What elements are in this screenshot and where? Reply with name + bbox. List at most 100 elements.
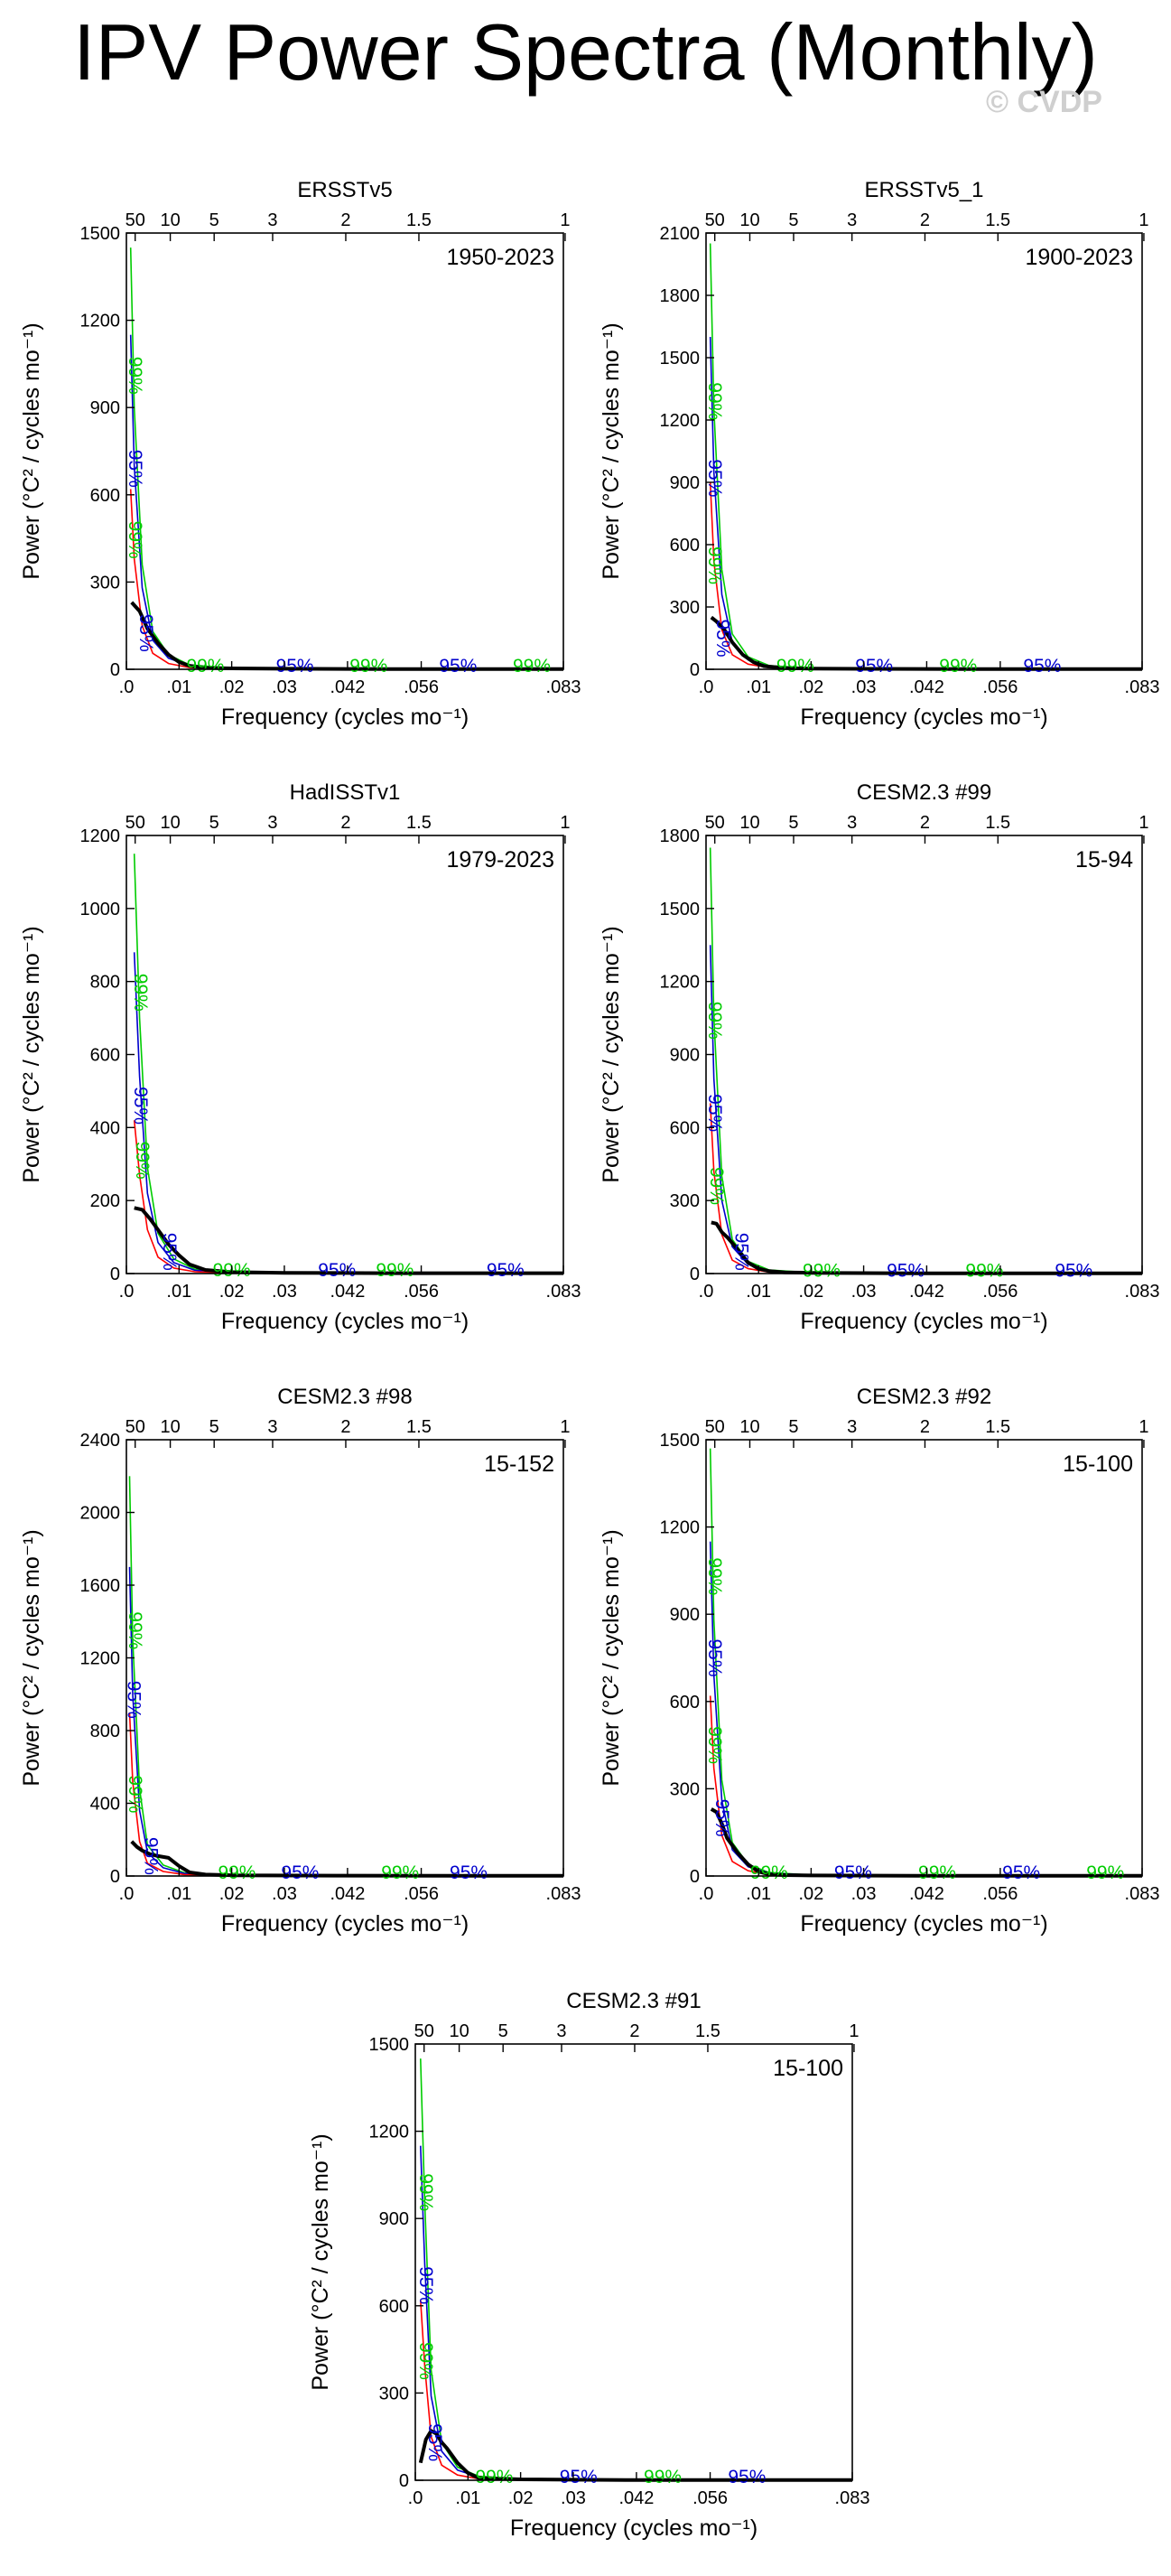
y-tick-label: 1800 — [660, 826, 701, 846]
ci95-label: 95% — [487, 1260, 525, 1281]
ci95-label: 95% — [704, 459, 725, 497]
ci95-label: 95% — [281, 1862, 319, 1883]
chart-panel-2: 99% 99% 99% 99% 95% 95% 95% 95% .0 .01 .02 .03 .042.… — [599, 178, 1159, 730]
x-axis-label: Frequency (cycles mo⁻¹) — [800, 705, 1047, 730]
x-tick-label: .01 — [746, 1282, 771, 1302]
y-tick-label: 200 — [90, 1191, 120, 1211]
ci99-label: 99% — [706, 1167, 727, 1205]
y-tick-label: 2000 — [80, 1504, 121, 1524]
ci95-line — [709, 945, 1143, 1274]
x-axis-label: Frequency (cycles mo⁻¹) — [221, 1911, 469, 1937]
period-label: 15-100 — [773, 2056, 843, 2081]
y-tick-label: 1200 — [660, 1518, 701, 1538]
ci95-line — [709, 336, 1143, 670]
ci99-label: 99% — [704, 546, 725, 584]
x-tick-label: .02 — [219, 677, 245, 697]
period-tick-label: 3 — [267, 813, 277, 833]
x-tick-label: .03 — [272, 1884, 297, 1904]
y-tick-label: 1200 — [660, 973, 701, 993]
x-tick-label: .056 — [404, 677, 439, 697]
ci99-label: 99% — [939, 656, 977, 677]
period-tick-label: 1.5 — [695, 2021, 720, 2041]
red-noise-line — [709, 1695, 1142, 1877]
period-tick-label: 10 — [739, 210, 759, 230]
period-tick-label: 3 — [847, 813, 857, 833]
period-tick-label: 10 — [160, 813, 180, 833]
ci95-label: 95% — [855, 656, 893, 677]
y-tick-label: 1500 — [660, 900, 701, 919]
period-label: 15-100 — [1063, 1451, 1133, 1477]
y-tick-label: 1200 — [660, 411, 701, 431]
y-tick-label: 0 — [399, 2471, 409, 2491]
x-tick-label: .0 — [119, 1282, 135, 1302]
period-tick-label: 5 — [209, 1417, 219, 1437]
period-tick-label: 3 — [267, 1417, 277, 1437]
y-tick-label: 300 — [670, 1779, 700, 1799]
x-tick-label: .01 — [746, 1884, 771, 1904]
red-noise-line — [128, 1712, 563, 1877]
ci95-label: 95% — [276, 656, 314, 677]
x-tick-label: .042 — [909, 677, 944, 697]
ci99-label: 99% — [130, 974, 151, 1012]
chart-title: CESM2.3 #91 — [566, 1989, 701, 2013]
period-tick-label: 2 — [340, 210, 350, 230]
period-tick-label: 5 — [788, 813, 798, 833]
plot-frame — [125, 835, 564, 1274]
red-noise-line — [709, 481, 1142, 670]
chart-title: CESM2.3 #99 — [857, 780, 991, 805]
x-tick-label: .0 — [699, 1282, 714, 1302]
x-tick-label: .083 — [546, 1884, 581, 1904]
y-tick-label: 1500 — [660, 1431, 701, 1451]
x-tick-label: .03 — [851, 677, 877, 697]
y-tick-label: 0 — [110, 1867, 120, 1887]
period-tick-label: 2 — [920, 210, 930, 230]
period-tick-label: 5 — [209, 210, 219, 230]
period-tick-label: 3 — [556, 2021, 566, 2041]
period-tick-label: 1.5 — [406, 210, 432, 230]
ci99-label: 99% — [776, 656, 814, 677]
x-tick-label: .0 — [408, 2488, 423, 2508]
x-tick-label: .01 — [166, 677, 191, 697]
ci95-label: 95% — [424, 2423, 445, 2461]
period-tick-label: 1 — [560, 813, 570, 833]
red-noise-line — [129, 489, 563, 670]
period-tick-label: 10 — [160, 210, 180, 230]
x-tick-label: .083 — [546, 1282, 581, 1302]
period-tick-label: 2 — [920, 1417, 930, 1437]
y-tick-label: 0 — [110, 660, 120, 680]
x-tick-label: .01 — [455, 2488, 480, 2508]
plot-frame — [125, 232, 564, 670]
y-tick-label: 900 — [670, 1605, 700, 1625]
ci99-label: 99% — [125, 1611, 145, 1649]
plot-frame — [705, 232, 1143, 670]
ci95-label: 95% — [125, 450, 145, 488]
period-label: 1950-2023 — [446, 245, 554, 270]
x-tick-label: .02 — [798, 1282, 823, 1302]
x-tick-label: .02 — [219, 1282, 245, 1302]
chart-title: CESM2.3 #98 — [277, 1385, 412, 1409]
y-axis-label: Power (°C² / cycles mo⁻¹) — [599, 322, 624, 579]
x-tick-label: .083 — [1125, 1282, 1160, 1302]
y-tick-label: 1600 — [80, 1576, 121, 1596]
y-tick-label: 0 — [690, 1265, 700, 1284]
y-tick-label: 1200 — [80, 826, 121, 846]
period-tick-label: 10 — [739, 1417, 759, 1437]
x-tick-label: .0 — [699, 677, 714, 697]
x-tick-label: .056 — [404, 1884, 439, 1904]
period-tick-label: 50 — [705, 813, 725, 833]
period-tick-label: 10 — [739, 813, 759, 833]
ci99-label: 99% — [125, 357, 145, 395]
y-tick-label: 400 — [90, 1118, 120, 1138]
ci99-label: 99% — [704, 382, 725, 420]
x-tick-label: .03 — [561, 2488, 586, 2508]
ci95-line — [128, 1566, 564, 1877]
y-axis-label: Power (°C² / cycles mo⁻¹) — [599, 1529, 624, 1786]
ci95-line — [133, 952, 564, 1274]
period-tick-label: 50 — [125, 210, 145, 230]
ci99-label: 99% — [186, 656, 224, 677]
ci99-label: 99% — [381, 1862, 419, 1883]
ci95-label: 95% — [1055, 1260, 1092, 1281]
ci99-line — [709, 847, 1143, 1274]
period-tick-label: 3 — [847, 210, 857, 230]
y-tick-label: 300 — [379, 2384, 409, 2403]
